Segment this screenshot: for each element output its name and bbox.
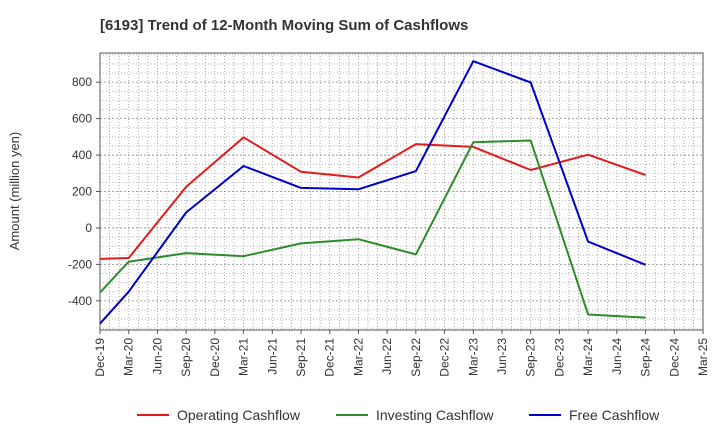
x-tick-label: Sep-24 bbox=[639, 338, 653, 377]
x-tick-label: Sep-21 bbox=[294, 338, 308, 377]
x-tick-label: Mar-25 bbox=[696, 338, 710, 376]
y-axis-label: Amount (million yen) bbox=[7, 132, 22, 251]
investing-cashflow-legend-label: Investing Cashflow bbox=[376, 407, 494, 423]
x-tick-label: Mar-21 bbox=[237, 338, 251, 376]
x-tick-label: Mar-22 bbox=[351, 338, 365, 376]
x-tick-label: Mar-20 bbox=[122, 338, 136, 376]
y-tick-label: 200 bbox=[72, 185, 92, 199]
x-tick-label: Jun-21 bbox=[265, 338, 279, 375]
x-tick-label: Dec-24 bbox=[667, 338, 681, 377]
y-tick-label: 400 bbox=[72, 148, 92, 162]
y-tick-label: 600 bbox=[72, 112, 92, 126]
x-tick-label: Jun-22 bbox=[380, 338, 394, 375]
x-tick-label: Dec-20 bbox=[208, 338, 222, 377]
x-tick-label: Mar-24 bbox=[581, 338, 595, 376]
investing-cashflow-line bbox=[99, 139, 646, 319]
x-tick-label: Dec-22 bbox=[438, 338, 452, 377]
y-tick-label: 800 bbox=[72, 75, 92, 89]
chart-title: [6193] Trend of 12-Month Moving Sum of C… bbox=[100, 17, 468, 34]
x-tick-label: Jun-23 bbox=[495, 338, 509, 375]
x-tick-label: Dec-19 bbox=[93, 338, 107, 377]
x-tick-label: Sep-22 bbox=[409, 338, 423, 377]
x-tick-labels: Dec-19 Mar-20 Jun-20 Sep-20 Dec-20 Mar-21 Jun-… bbox=[93, 330, 710, 377]
operating-cashflow-line bbox=[99, 136, 646, 260]
x-tick-label: Sep-23 bbox=[524, 338, 538, 377]
y-tick-labels: -400 -200 0 200 400 600 800 bbox=[68, 75, 100, 308]
y-tick-label: 0 bbox=[85, 221, 92, 235]
x-tick-label: Jun-24 bbox=[610, 338, 624, 375]
x-tick-label: Mar-23 bbox=[466, 338, 480, 376]
y-tick-label: -200 bbox=[68, 257, 92, 271]
x-tick-label: Dec-21 bbox=[323, 338, 337, 377]
grid-lines bbox=[100, 53, 703, 330]
x-tick-label: Dec-23 bbox=[552, 338, 566, 377]
free-cashflow-line bbox=[99, 60, 646, 325]
x-tick-label: Sep-20 bbox=[179, 338, 193, 377]
free-cashflow-legend-label: Free Cashflow bbox=[569, 407, 660, 423]
x-tick-label: Jun-20 bbox=[150, 338, 164, 375]
series-lines bbox=[99, 60, 646, 325]
operating-cashflow-legend-label: Operating Cashflow bbox=[177, 407, 301, 423]
legend: Operating Cashflow Investing Cashflow Free… bbox=[137, 407, 660, 423]
y-tick-label: -400 bbox=[68, 294, 92, 308]
